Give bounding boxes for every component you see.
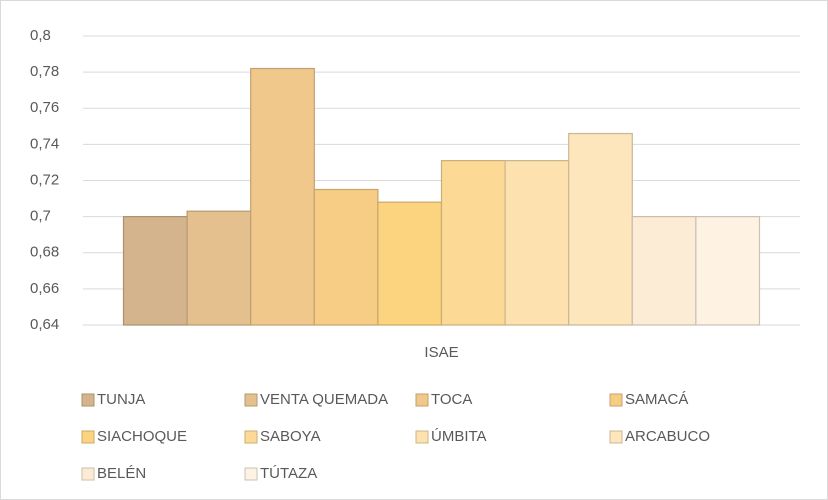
y-tick-label: 0,78 <box>30 63 59 80</box>
bar <box>631 216 697 326</box>
legend-label: VENTA QUEMADA <box>260 391 388 408</box>
y-tick-label: 0,7 <box>30 208 51 225</box>
bar <box>504 160 570 326</box>
y-tick-label: 0,64 <box>30 316 59 333</box>
legend-swatch <box>81 430 95 444</box>
legend-swatch <box>81 393 95 407</box>
y-tick-label: 0,8 <box>30 27 51 44</box>
legend-swatch <box>415 393 429 407</box>
legend-label: SAMACÁ <box>625 391 688 408</box>
legend-swatch <box>609 430 623 444</box>
legend-label: SABOYA <box>260 428 321 445</box>
y-tick-label: 0,72 <box>30 171 59 188</box>
bar <box>695 216 761 326</box>
legend-label: TUNJA <box>97 391 145 408</box>
bar <box>250 67 315 326</box>
legend-label: TÚTAZA <box>260 465 317 482</box>
bar <box>313 188 379 326</box>
legend-swatch <box>81 467 95 481</box>
y-tick-label: 0,74 <box>30 135 59 152</box>
bar <box>377 201 443 326</box>
y-tick-label: 0,66 <box>30 280 59 297</box>
legend-swatch <box>244 430 258 444</box>
bar <box>186 210 252 326</box>
legend-swatch <box>609 393 623 407</box>
y-tick-label: 0,76 <box>30 99 59 116</box>
legend-swatch <box>244 393 258 407</box>
y-tick-label: 0,68 <box>30 244 59 261</box>
legend-label: BELÉN <box>97 465 146 482</box>
legend-label: ARCABUCO <box>625 428 710 445</box>
x-tick-label: ISAE <box>424 344 458 361</box>
legend-swatch <box>244 467 258 481</box>
legend-swatch <box>415 430 429 444</box>
legend-label: TOCA <box>431 391 472 408</box>
bar <box>440 160 506 326</box>
legend-label: SIACHOQUE <box>97 428 187 445</box>
bar <box>568 132 633 326</box>
bar <box>122 216 188 326</box>
legend-label: ÚMBITA <box>431 428 487 445</box>
